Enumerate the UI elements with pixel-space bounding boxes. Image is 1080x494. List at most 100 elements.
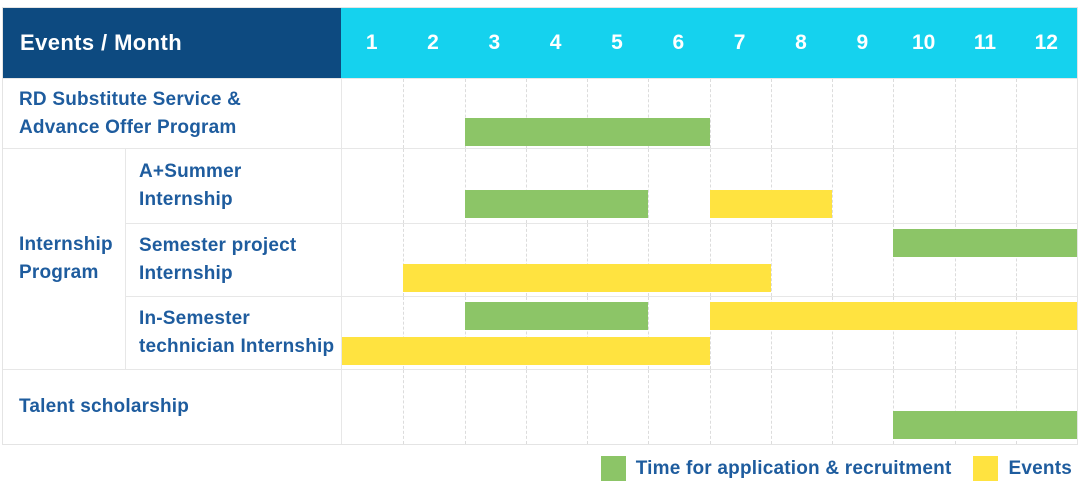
month-gridline <box>464 224 466 296</box>
month-gridline <box>403 224 405 296</box>
month-header-cell: 11 <box>973 31 997 54</box>
month-header-cell: 4 <box>549 31 562 54</box>
month-gridline <box>1015 224 1017 296</box>
gantt-row-chart <box>341 149 1077 223</box>
gantt-bar-event <box>342 337 710 365</box>
row-talent-scholarship: Talent scholarship <box>3 369 1077 444</box>
month-gridline <box>403 297 405 369</box>
gantt-bar-event <box>403 264 771 292</box>
month-gridline <box>832 370 833 444</box>
month-header: 1 2 3 4 5 6 7 8 9 10 11 12 <box>341 8 1077 78</box>
row-label-line: Talent scholarship <box>19 396 190 417</box>
month-gridline <box>770 297 772 369</box>
month-gridline <box>954 370 956 444</box>
month-gridline <box>648 297 650 369</box>
month-gridline <box>587 149 588 223</box>
month-gridline <box>525 149 527 223</box>
gantt-row-chart <box>341 224 1077 296</box>
month-gridline <box>1015 149 1017 223</box>
month-gridline <box>893 149 895 223</box>
gantt-row-chart <box>341 79 1077 148</box>
month-gridline <box>1015 297 1017 369</box>
month-header-cell: 2 <box>427 31 439 54</box>
gantt-bar-event <box>709 190 832 218</box>
month-gridline <box>709 149 711 223</box>
month-gridline <box>770 79 772 148</box>
month-gridline <box>403 149 405 223</box>
month-gridline <box>893 297 895 369</box>
month-gridline <box>525 370 527 444</box>
month-gridline <box>648 79 650 148</box>
row-label-line: Internship <box>139 263 233 284</box>
row-label-cell: RD Substitute Service & Advance Offer Pr… <box>3 79 341 148</box>
month-gridline <box>893 370 895 444</box>
month-gridline <box>525 79 527 148</box>
row-a-plus-summer: A+Summer Internship <box>126 149 1077 223</box>
month-gridline <box>464 79 466 148</box>
month-gridline <box>832 224 833 296</box>
gantt-row-chart <box>341 297 1077 369</box>
month-header-cell: 9 <box>856 31 869 54</box>
month-gridline <box>832 79 833 148</box>
row-label-line: RD Substitute Service & <box>19 88 242 110</box>
month-gridline <box>893 224 895 296</box>
row-rd-substitute: RD Substitute Service & Advance Offer Pr… <box>3 78 1077 148</box>
month-gridline <box>832 297 833 369</box>
gantt-bar-application <box>464 190 649 218</box>
month-gridline <box>587 297 588 369</box>
legend-label-events: Events <box>1008 457 1072 479</box>
month-gridline <box>403 79 405 148</box>
month-header-cell: 1 <box>365 31 378 54</box>
month-gridline <box>1015 79 1017 148</box>
gantt-bar-application <box>464 117 710 146</box>
row-label-line: In-Semester <box>139 308 250 329</box>
month-gridline <box>464 370 466 444</box>
month-header-cell: 8 <box>795 31 807 54</box>
month-gridline <box>709 370 711 444</box>
header-title: Events / Month <box>20 30 183 55</box>
legend-swatch-events <box>973 456 999 481</box>
row-label-line: Semester project <box>139 235 297 256</box>
month-gridline <box>1015 370 1017 444</box>
month-gridline <box>709 79 711 148</box>
gantt-schedule: Events / Month 1 2 3 4 5 6 7 8 9 10 11 12 RD Substi… <box>2 7 1078 481</box>
gantt-bar-event <box>709 302 1077 330</box>
schedule-table: Events / Month 1 2 3 4 5 6 7 8 9 10 11 12 RD Substi… <box>2 7 1078 445</box>
month-gridline <box>464 297 466 369</box>
row-label-cell: In-Semester technician Internship <box>126 297 341 369</box>
month-gridline <box>770 149 772 223</box>
month-gridline <box>954 149 956 223</box>
row-label-line: A+Summer <box>139 161 242 182</box>
gantt-bar-application <box>464 302 649 330</box>
header-row: Events / Month 1 2 3 4 5 6 7 8 9 10 11 12 <box>3 8 1077 78</box>
month-gridline <box>770 224 772 296</box>
row-label-line: technician Internship <box>139 336 335 357</box>
group-label-cell: Internship Program <box>3 149 126 369</box>
row-label-line: Advance Offer Program <box>19 116 237 138</box>
legend-swatch-application <box>600 456 626 481</box>
header-title-cell: Events / Month <box>3 8 341 78</box>
month-gridline <box>954 297 956 369</box>
month-gridline <box>954 79 956 148</box>
month-gridline <box>648 149 650 223</box>
month-gridline <box>648 224 650 296</box>
month-gridline <box>587 79 588 148</box>
month-gridline <box>464 149 466 223</box>
group-label-line: Internship <box>19 234 113 255</box>
group-rows: A+Summer Internship Semester project Int… <box>126 149 1077 369</box>
gantt-bar-application <box>893 411 1077 439</box>
row-label-cell: Talent scholarship <box>3 370 341 444</box>
row-label-line: Internship <box>139 189 233 210</box>
month-gridline <box>525 224 527 296</box>
month-gridline <box>403 370 405 444</box>
month-header-cell: 6 <box>672 31 685 54</box>
month-gridline <box>893 79 895 148</box>
row-in-semester-technician: In-Semester technician Internship <box>126 296 1077 369</box>
month-header-cell: 5 <box>611 31 623 54</box>
month-gridline <box>954 224 956 296</box>
month-header-cell: 3 <box>488 31 501 54</box>
month-gridline <box>525 297 527 369</box>
month-header-cell: 7 <box>733 31 746 54</box>
row-label-cell: A+Summer Internship <box>126 149 341 223</box>
legend-label-application: Time for application & recruitment <box>635 457 952 479</box>
